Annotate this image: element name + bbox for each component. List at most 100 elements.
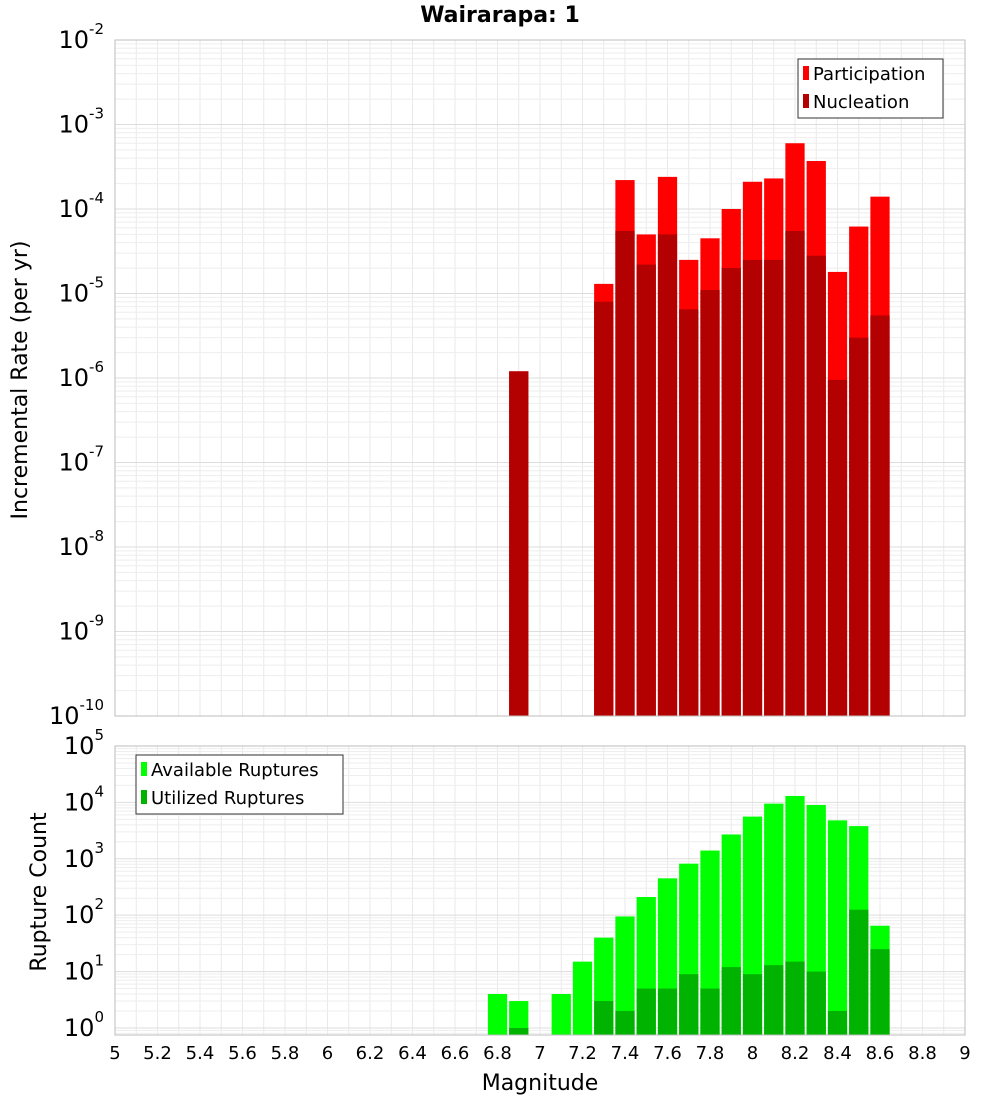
y-tick-exponent: 0 bbox=[94, 1008, 104, 1026]
x-tick-label: 5.6 bbox=[228, 1043, 257, 1064]
y-tick-exponent: 1 bbox=[94, 952, 104, 970]
x-tick-label: 5.2 bbox=[143, 1043, 172, 1064]
y-tick-exponent: -7 bbox=[89, 443, 104, 461]
legend-swatch bbox=[803, 94, 809, 108]
x-tick-label: 7.8 bbox=[696, 1043, 725, 1064]
y-tick-label: 10-10 bbox=[49, 696, 104, 730]
bar-series1-13 bbox=[785, 961, 805, 1035]
x-tick-label: 6 bbox=[322, 1043, 333, 1064]
bar-series1-7 bbox=[721, 268, 741, 716]
y-tick-label: 100 bbox=[64, 1008, 104, 1042]
y-tick-base: 10 bbox=[58, 364, 89, 392]
top-y-axis-label: Incremental Rate (per yr) bbox=[8, 241, 33, 520]
bar-series1-1 bbox=[594, 301, 614, 716]
bar-series1-12 bbox=[827, 379, 848, 716]
bar-series1-5 bbox=[679, 309, 699, 716]
y-tick-exponent: -10 bbox=[80, 696, 105, 714]
y-tick-base: 10 bbox=[64, 732, 95, 760]
x-ticks: 5 5.2 5.4 5.6 5.8 6 6.2 6.4 6.6 6.8 7 7.2 7.4 7.6 7.8 8… bbox=[109, 1043, 970, 1064]
legend-label: Utilized Ruptures bbox=[151, 788, 304, 809]
bar-series1-14 bbox=[870, 315, 890, 716]
series-1 bbox=[509, 909, 890, 1035]
bar-series1-9 bbox=[764, 259, 784, 716]
bar-series1-17 bbox=[870, 949, 890, 1035]
y-tick-exponent: -2 bbox=[89, 20, 104, 38]
y-tick-exponent: -9 bbox=[89, 612, 104, 630]
bar-series1-6 bbox=[700, 290, 720, 716]
bars bbox=[509, 143, 890, 717]
y-tick-exponent: 2 bbox=[94, 895, 104, 913]
x-axis-label: Magnitude bbox=[482, 1071, 599, 1096]
x-tick-label: 5 bbox=[109, 1043, 120, 1064]
series-1 bbox=[509, 230, 890, 717]
bar-series1-2 bbox=[615, 230, 635, 717]
bar-series1-6 bbox=[636, 988, 656, 1035]
bar-series0-1 bbox=[509, 1001, 529, 1035]
x-tick-label: 5.8 bbox=[271, 1043, 300, 1064]
x-tick-label: 9 bbox=[959, 1043, 970, 1064]
bar-series1-10 bbox=[721, 967, 741, 1035]
bar-series1-15 bbox=[827, 1010, 848, 1035]
bar-series1-8 bbox=[679, 974, 699, 1035]
y-tick-label: 10-5 bbox=[58, 274, 104, 308]
x-tick-label: 7 bbox=[534, 1043, 545, 1064]
y-tick-label: 10-3 bbox=[58, 105, 104, 139]
rate-panel: 10-1010-910-810-710-610-510-410-310-2Par… bbox=[49, 20, 966, 730]
legend-swatch bbox=[141, 790, 147, 804]
bar-series1-3 bbox=[636, 264, 656, 716]
y-tick-exponent: -3 bbox=[89, 105, 104, 123]
bar-series1-10 bbox=[785, 230, 805, 717]
y-tick-base: 10 bbox=[64, 788, 95, 816]
legend: Available Ruptures Utilized Ruptures bbox=[135, 754, 344, 815]
y-tick-label: 104 bbox=[64, 782, 104, 816]
legend-box bbox=[797, 58, 944, 119]
y-tick-base: 10 bbox=[64, 958, 95, 986]
bar-series1-7 bbox=[657, 988, 678, 1035]
x-tick-label: 8 bbox=[747, 1043, 758, 1064]
bar-series1-1 bbox=[509, 1027, 529, 1035]
y-tick-label: 10-8 bbox=[58, 527, 104, 561]
y-tick-base: 10 bbox=[58, 533, 89, 561]
legend-label: Available Ruptures bbox=[151, 760, 319, 781]
legend: Participation Nucleation bbox=[797, 58, 944, 119]
y-tick-label: 105 bbox=[64, 726, 104, 760]
x-tick-label: 6.6 bbox=[441, 1043, 470, 1064]
x-tick-label: 8.2 bbox=[781, 1043, 810, 1064]
y-tick-label: 103 bbox=[64, 839, 104, 873]
bar-series1-4 bbox=[594, 1001, 614, 1035]
bar-series1-9 bbox=[700, 988, 720, 1035]
x-tick-label: 5.4 bbox=[186, 1043, 215, 1064]
y-tick-label: 10-4 bbox=[58, 189, 104, 223]
y-tick-label: 10-2 bbox=[58, 20, 104, 54]
y-tick-label: 102 bbox=[64, 895, 104, 929]
y-tick-base: 10 bbox=[64, 845, 95, 873]
bar-series0-0 bbox=[487, 994, 508, 1035]
x-tick-label: 7.6 bbox=[653, 1043, 682, 1064]
y-tick-base: 10 bbox=[58, 195, 89, 223]
bars bbox=[487, 795, 890, 1035]
bar-series1-12 bbox=[764, 965, 784, 1035]
y-tick-base: 10 bbox=[58, 280, 89, 308]
y-tick-base: 10 bbox=[58, 26, 89, 54]
y-tick-base: 10 bbox=[58, 111, 89, 139]
chart-title: Wairarapa: 1 bbox=[420, 3, 580, 28]
legend-box bbox=[135, 754, 344, 815]
x-tick-label: 6.4 bbox=[398, 1043, 427, 1064]
y-tick-label: 10-6 bbox=[58, 358, 104, 392]
y-tick-base: 10 bbox=[64, 1014, 95, 1042]
y-tick-exponent: -8 bbox=[89, 527, 104, 545]
x-tick-label: 6.8 bbox=[483, 1043, 512, 1064]
legend-label: Nucleation bbox=[813, 92, 909, 113]
bar-series1-4 bbox=[657, 234, 678, 717]
x-tick-label: 7.4 bbox=[611, 1043, 640, 1064]
bottom-y-axis-label: Rupture Count bbox=[27, 812, 52, 972]
bar-series1-11 bbox=[742, 974, 763, 1035]
y-tick-label: 10-7 bbox=[58, 443, 104, 477]
plot-border bbox=[114, 745, 966, 1036]
bar-series0-3 bbox=[572, 961, 593, 1035]
y-tick-exponent: 4 bbox=[94, 782, 104, 800]
legend-label: Participation bbox=[813, 64, 925, 85]
bar-series1-5 bbox=[615, 1010, 635, 1035]
